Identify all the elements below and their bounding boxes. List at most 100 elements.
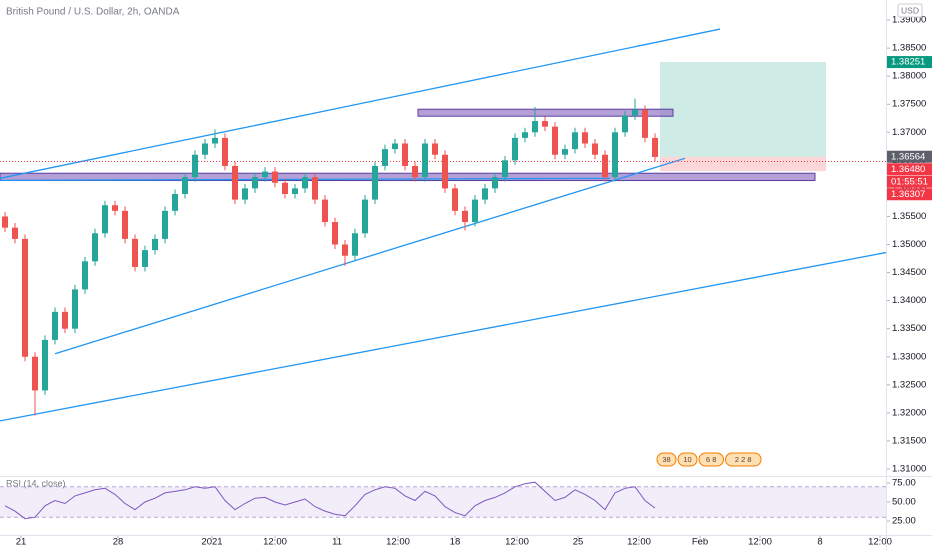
price-label-box xyxy=(887,150,932,163)
candle-body xyxy=(332,222,338,245)
candle-body xyxy=(402,143,408,166)
candle-body xyxy=(282,182,288,195)
candle-body xyxy=(372,165,378,200)
candle-body xyxy=(512,137,518,161)
candle-body xyxy=(192,154,198,178)
price-label: 1.38251 xyxy=(891,57,925,68)
y-tick-label: 1.37000 xyxy=(892,127,926,138)
x-tick-label: 25 xyxy=(573,537,584,548)
candle-body xyxy=(472,199,478,223)
x-tick-label: 11 xyxy=(332,537,342,548)
y-tick-label: 1.33500 xyxy=(892,323,926,334)
chart-title: British Pound / U.S. Dollar, 2h, OANDA xyxy=(6,7,180,18)
rsi-tick-label: 75.00 xyxy=(892,478,916,489)
candle-body xyxy=(132,238,138,267)
candle-body xyxy=(532,121,538,133)
candle-body xyxy=(92,233,98,262)
rsi-line xyxy=(4,481,656,520)
event-label: 10 xyxy=(683,455,691,464)
candle-body xyxy=(462,210,468,223)
candle-body xyxy=(542,121,548,127)
candle-body xyxy=(182,177,188,195)
x-tick-label: 12:00 xyxy=(627,537,651,548)
candle-body xyxy=(232,165,238,200)
x-tick-label: 12:00 xyxy=(868,537,892,548)
y-tick-label: 1.35000 xyxy=(892,239,926,250)
x-tick-label: 8 xyxy=(817,537,822,548)
candle-body xyxy=(52,311,58,340)
x-tick-label: 12:00 xyxy=(505,537,529,548)
candle-body xyxy=(42,339,48,391)
y-tick-label: 1.34500 xyxy=(892,267,926,278)
candle-body xyxy=(362,199,368,234)
candle-body xyxy=(12,227,18,239)
price-label-box xyxy=(887,163,932,176)
candle-body xyxy=(382,149,388,166)
candle-body xyxy=(142,250,148,267)
y-tick-label: 1.38000 xyxy=(892,71,926,82)
candle-body xyxy=(1,216,8,228)
currency-box[interactable] xyxy=(897,3,923,18)
candle-body xyxy=(492,177,498,189)
candle-body xyxy=(452,188,458,211)
candle-body xyxy=(582,132,588,144)
y-tick-label: 1.39000 xyxy=(892,15,926,26)
candle-body xyxy=(562,149,568,155)
y-tick-label: 1.31500 xyxy=(892,435,926,446)
y-tick-label: 1.38500 xyxy=(892,43,926,54)
position-target-zone xyxy=(660,62,826,157)
countdown-box xyxy=(887,175,932,188)
candle-body xyxy=(322,199,328,223)
x-tick-label: 28 xyxy=(113,537,124,548)
candle-body xyxy=(522,132,528,138)
candle-body xyxy=(422,143,428,178)
x-tick-label: 21 xyxy=(16,537,27,548)
candle-body xyxy=(652,137,658,157)
candle-body xyxy=(122,210,128,239)
y-tick-label: 1.35500 xyxy=(892,211,926,222)
candle-body xyxy=(152,238,158,251)
x-tick-label: 12:00 xyxy=(386,537,410,548)
candle-body xyxy=(292,188,298,195)
candle-body xyxy=(22,238,28,357)
candle-body xyxy=(222,137,228,166)
rsi-title: RSI (14, close) xyxy=(6,478,66,488)
candle-body xyxy=(342,244,348,256)
candle-body xyxy=(112,205,118,211)
event-label: 38 xyxy=(662,455,670,464)
countdown: 01:55:51 xyxy=(891,176,928,187)
candle-body xyxy=(172,194,178,211)
candle-body xyxy=(482,188,488,200)
event-badge xyxy=(725,452,762,467)
price-pane: 38 10 6 8 2 2 8 xyxy=(0,28,886,467)
candle-body xyxy=(632,109,638,116)
y-tick-label: 1.33000 xyxy=(892,351,926,362)
candle-body xyxy=(432,143,438,155)
x-tick-label: 12:00 xyxy=(748,537,772,548)
trend-line xyxy=(54,157,686,355)
candle-body xyxy=(612,132,618,178)
trend-line xyxy=(0,251,886,422)
candle-body xyxy=(572,132,578,150)
zone xyxy=(0,172,816,182)
event-label: 2 2 8 xyxy=(735,455,752,464)
event-badge xyxy=(677,452,698,467)
position-stop-zone xyxy=(660,156,826,172)
candle-body xyxy=(62,311,68,329)
price-label-box xyxy=(887,56,932,69)
candle-body xyxy=(32,356,38,391)
candle-body xyxy=(202,143,208,155)
event-badge xyxy=(698,452,724,467)
candle-body xyxy=(272,171,278,183)
candle-body xyxy=(162,210,168,239)
currency[interactable]: USD xyxy=(901,5,919,15)
rsi-tick-label: 25.00 xyxy=(892,516,916,527)
x-tick-label: 2021 xyxy=(201,537,222,548)
candle-body xyxy=(72,289,78,329)
candle-body xyxy=(312,177,318,200)
candle-body xyxy=(592,143,598,155)
x-tick-label: Feb xyxy=(692,537,708,548)
candle-body xyxy=(552,126,558,155)
